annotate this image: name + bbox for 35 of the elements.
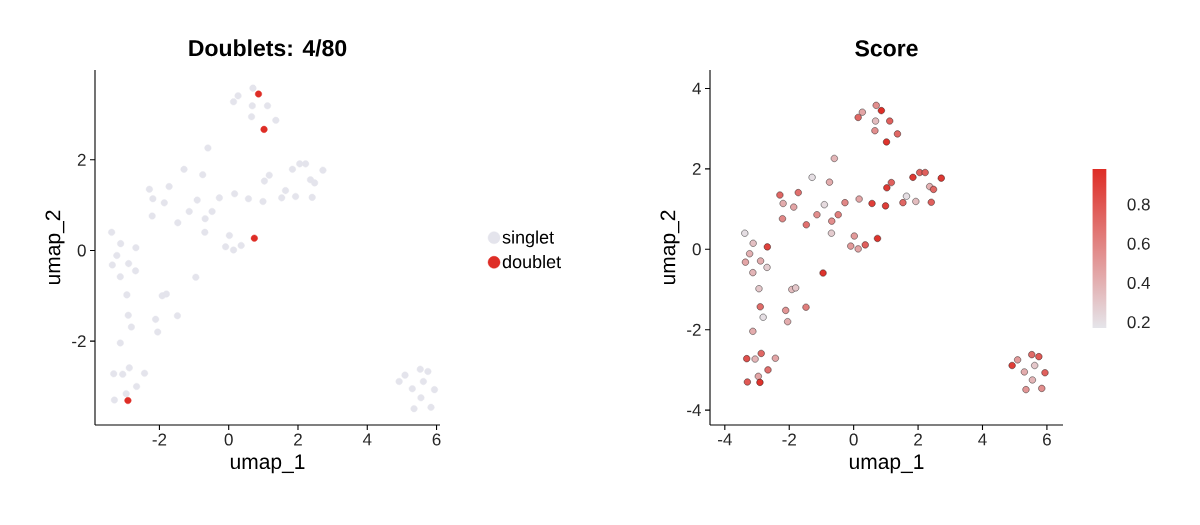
x-tick-label: -4 [718, 433, 732, 446]
y-tick-label: -2 [687, 323, 701, 336]
x-tick-label: 4 [362, 433, 372, 446]
y-axis-title: umap_2 [660, 210, 680, 285]
x-tick-label: 2 [914, 433, 922, 446]
point [255, 90, 262, 98]
x-tick-label: 6 [432, 433, 441, 446]
x-tick-label: 0 [849, 433, 858, 446]
x-axis-title: umap_1 [849, 454, 924, 474]
y-tick-label: -4 [687, 404, 701, 416]
x-tick-label: 2 [294, 433, 302, 446]
y-tick-label: 0 [692, 243, 701, 256]
chart-title: Score [855, 40, 918, 57]
legend-label: doublet [502, 254, 561, 269]
x-tick-label: -2 [152, 433, 167, 446]
y-tick-label: 2 [77, 153, 86, 166]
x-tick-label: -2 [782, 433, 796, 446]
y-axis-title: umap_2 [45, 210, 65, 285]
color-bar-label: 0.8 [1127, 198, 1150, 211]
chart-title: Doublets: 4/80 [189, 39, 347, 57]
x-tick-label: 0 [224, 433, 233, 446]
y-tick-label: 2 [692, 162, 701, 175]
color-bar-label: 0.2 [1127, 316, 1150, 329]
x-tick-label: 6 [1043, 433, 1051, 446]
point [124, 397, 132, 405]
color-bar-label: 0.4 [1127, 276, 1151, 289]
x-axis-title: umap_1 [230, 454, 305, 474]
y-tick-label: 0 [77, 244, 86, 257]
legend-label: singlet [502, 230, 554, 248]
x-tick-label: 4 [978, 433, 987, 446]
y-tick-label: 4 [692, 82, 701, 95]
point [250, 234, 258, 242]
point [260, 125, 268, 133]
color-bar-label: 0.6 [1127, 237, 1150, 250]
y-tick-label: -2 [72, 335, 86, 348]
